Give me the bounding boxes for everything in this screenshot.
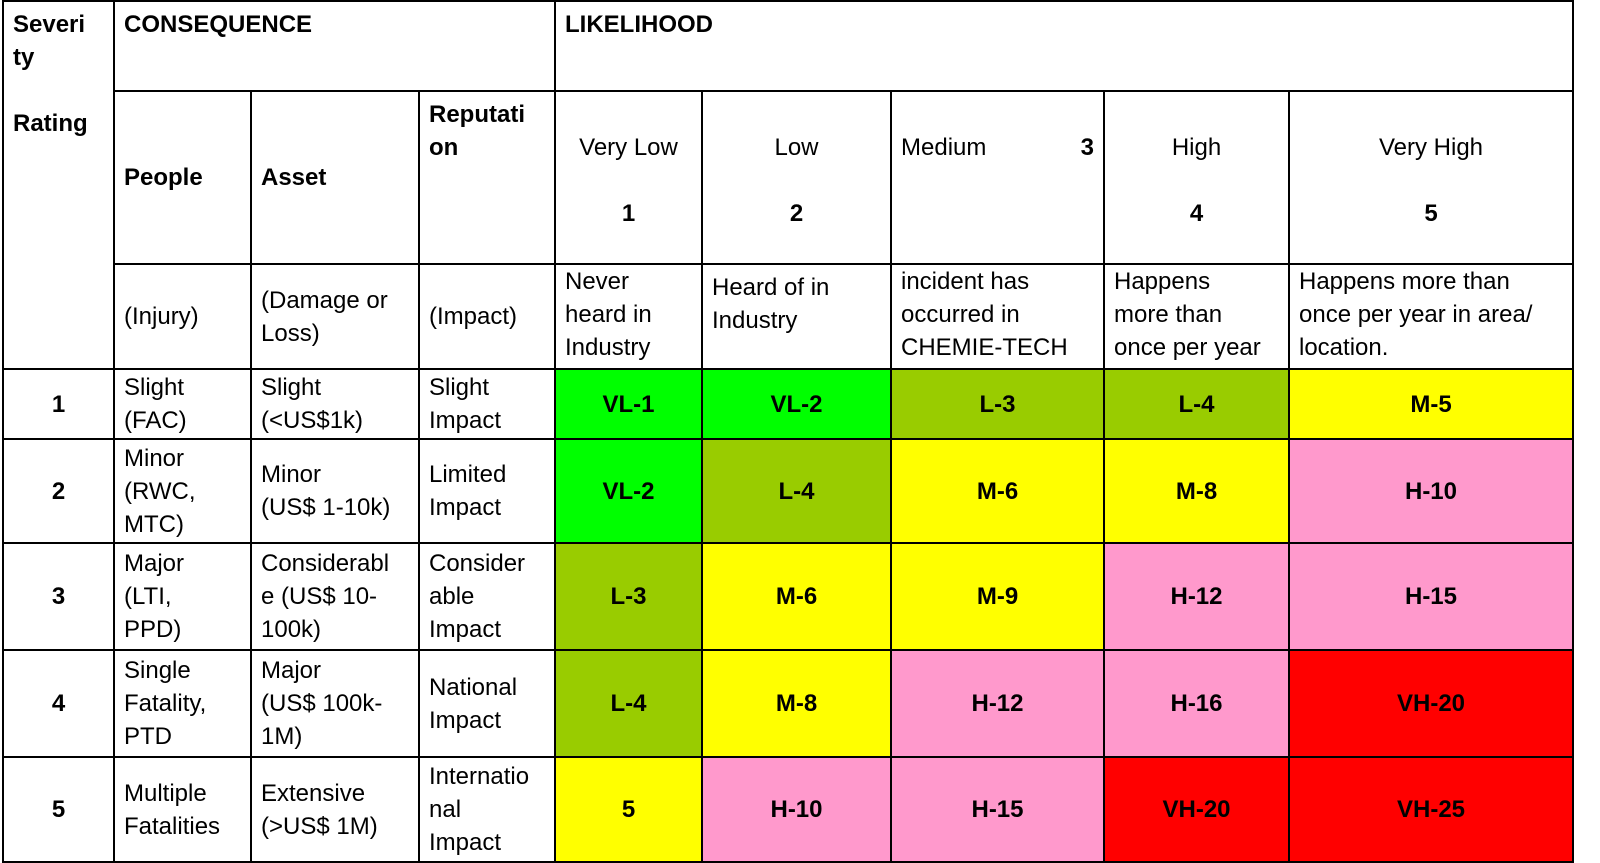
severity-row: 4 Single Fatality, PTD Major (US$ 100k- 1M… <box>2 649 1574 758</box>
likelihood-description: incident has occurred in CHEMIE-TECH <box>890 263 1105 370</box>
risk-cell: H-15 <box>1288 542 1574 651</box>
severity-row: 1 Slight (FAC) Slight (<US$1k) Slight Impac… <box>2 368 1574 440</box>
severity-row: 3 Major (LTI, PPD) Considerabl e (US$ 10- … <box>2 542 1574 651</box>
risk-cell: H-16 <box>1103 649 1290 758</box>
severity-rating: 2 <box>2 438 115 544</box>
asset-subheader: (Damage or Loss) <box>250 263 420 370</box>
reputation-consequence: Internatio nal Impact <box>418 756 556 863</box>
asset-consequence: Major (US$ 100k- 1M) <box>250 649 420 758</box>
likelihood-level-name: Very Low <box>579 134 678 161</box>
likelihood-level-5: Very High 5 <box>1288 90 1574 265</box>
likelihood-description: Heard of in Industry <box>701 263 892 370</box>
people-consequence: Minor (RWC, MTC) <box>113 438 252 544</box>
likelihood-level-name: Medium <box>901 134 987 161</box>
risk-cell: VL-2 <box>701 368 892 440</box>
likelihood-description: Happens more than once per year <box>1103 263 1290 370</box>
risk-cell: H-10 <box>1288 438 1574 544</box>
asset-consequence: Slight (<US$1k) <box>250 368 420 440</box>
severity-row: 5 Multiple Fatalities Extensive (>US$ 1M) I… <box>2 756 1574 863</box>
likelihood-level-1: Very Low 1 <box>554 90 703 265</box>
reputation-consequence: Slight Impact <box>418 368 556 440</box>
risk-cell: H-15 <box>890 756 1105 863</box>
reputation-subheader: (Impact) <box>418 263 556 370</box>
severity-rating: 3 <box>2 542 115 651</box>
risk-cell: H-12 <box>1103 542 1290 651</box>
people-consequence: Single Fatality, PTD <box>113 649 252 758</box>
risk-cell: L-3 <box>554 542 703 651</box>
people-consequence: Major (LTI, PPD) <box>113 542 252 651</box>
severity-row: 2 Minor (RWC, MTC) Minor (US$ 1-10k) Limite… <box>2 438 1574 544</box>
risk-cell: M-9 <box>890 542 1105 651</box>
likelihood-level-4: High 4 <box>1103 90 1290 265</box>
risk-cell: 5 <box>554 756 703 863</box>
likelihood-description: Happens more than once per year in area/… <box>1288 263 1574 370</box>
likelihood-level-3: Medium 3 <box>890 90 1105 265</box>
severity-rating: 4 <box>2 649 115 758</box>
likelihood-level-name: High <box>1171 134 1222 161</box>
risk-cell: M-6 <box>701 542 892 651</box>
asset-consequence: Considerabl e (US$ 10- 100k) <box>250 542 420 651</box>
risk-cell: VL-2 <box>554 438 703 544</box>
people-consequence: Slight (FAC) <box>113 368 252 440</box>
likelihood-header: LIKELIHOOD <box>554 0 1574 92</box>
risk-cell: M-5 <box>1288 368 1574 440</box>
likelihood-level-2: Low 2 <box>701 90 892 265</box>
people-subheader: (Injury) <box>113 263 252 370</box>
risk-cell: VH-20 <box>1288 649 1574 758</box>
likelihood-level-name: Very High <box>1378 134 1484 161</box>
risk-cell: VH-25 <box>1288 756 1574 863</box>
likelihood-level-number: 1 <box>621 200 636 227</box>
severity-rating: 1 <box>2 368 115 440</box>
risk-cell: L-4 <box>1103 368 1290 440</box>
risk-cell: L-4 <box>554 649 703 758</box>
reputation-header: Reputati on <box>418 90 556 265</box>
severity-rating: 5 <box>2 756 115 863</box>
likelihood-level-name: Low <box>774 134 819 161</box>
risk-cell: H-12 <box>890 649 1105 758</box>
severity-rating-header: Severi ty Rating <box>2 0 115 370</box>
asset-header: Asset <box>250 90 420 265</box>
risk-cell: M-6 <box>890 438 1105 544</box>
risk-cell: L-4 <box>701 438 892 544</box>
asset-consequence: Extensive (>US$ 1M) <box>250 756 420 863</box>
risk-cell: VH-20 <box>1103 756 1290 863</box>
risk-cell: VL-1 <box>554 368 703 440</box>
people-consequence: Multiple Fatalities <box>113 756 252 863</box>
likelihood-level-number: 2 <box>789 200 804 227</box>
risk-cell: M-8 <box>1103 438 1290 544</box>
likelihood-level-number: 5 <box>1424 200 1438 227</box>
likelihood-description: Never heard in Industry <box>554 263 703 370</box>
consequence-header: CONSEQUENCE <box>113 0 556 92</box>
reputation-consequence: Consider able Impact <box>418 542 556 651</box>
likelihood-level-number: 3 <box>1080 134 1094 161</box>
reputation-consequence: Limited Impact <box>418 438 556 544</box>
risk-cell: L-3 <box>890 368 1105 440</box>
people-header: People <box>113 90 252 265</box>
reputation-consequence: National Impact <box>418 649 556 758</box>
asset-consequence: Minor (US$ 1-10k) <box>250 438 420 544</box>
risk-cell: H-10 <box>701 756 892 863</box>
likelihood-level-number: 4 <box>1189 200 1204 227</box>
risk-cell: M-8 <box>701 649 892 758</box>
